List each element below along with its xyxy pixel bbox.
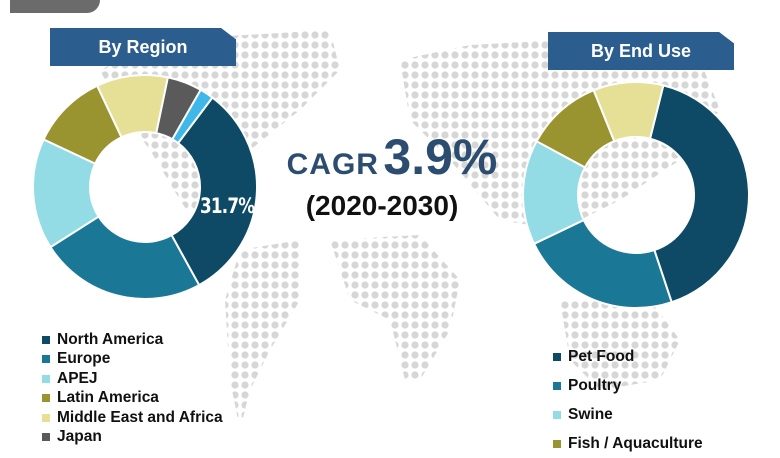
legend-swatch (553, 352, 561, 361)
legend-swatch (42, 335, 50, 344)
by-end-use-badge: By End Use (548, 32, 734, 70)
donut-slice (170, 96, 258, 287)
legend-item: Pet Food (553, 342, 703, 371)
legend-item: Europe (42, 350, 223, 370)
legend-item: Latin America (42, 389, 223, 409)
legend-item: Middle East and Africa (42, 408, 223, 428)
by-region-badge: By Region (50, 28, 236, 66)
legend-item: Swine (553, 400, 703, 429)
legend-item: Fish / Aquaculture (553, 429, 703, 458)
legend-item: APEJ (42, 369, 223, 389)
legend-swatch (42, 433, 50, 442)
cagr-label: CAGR (286, 148, 379, 181)
donut-slice (49, 215, 201, 300)
donut-slice (532, 218, 673, 309)
cagr-value: 3.9% (383, 129, 498, 185)
region-donut-chart (32, 74, 258, 300)
legend-swatch (42, 413, 50, 422)
donut-slice (648, 84, 750, 304)
north-america-value-label: 31.7% (200, 194, 255, 218)
donut-slice (592, 81, 665, 143)
legend-swatch (42, 394, 50, 403)
legend-swatch (553, 439, 561, 448)
legend-item: Poultry (553, 371, 703, 400)
legend-swatch (42, 355, 50, 364)
cagr-block: CAGR 3.9% (2020-2030) (272, 128, 512, 221)
header-accent-bar (10, 0, 100, 13)
region-legend: North America Europe APEJ Latin America … (42, 330, 223, 447)
cagr-period: (2020-2030) (305, 190, 459, 221)
end-use-donut-chart (522, 81, 750, 309)
legend-swatch (553, 381, 561, 390)
legend-swatch (42, 374, 50, 383)
legend-item: Japan (42, 428, 223, 448)
end-use-legend: Pet Food Poultry Swine Fish / Aquacultur… (553, 342, 703, 458)
legend-swatch (553, 410, 561, 419)
donut-slice (170, 88, 214, 145)
legend-item: North America (42, 330, 223, 350)
